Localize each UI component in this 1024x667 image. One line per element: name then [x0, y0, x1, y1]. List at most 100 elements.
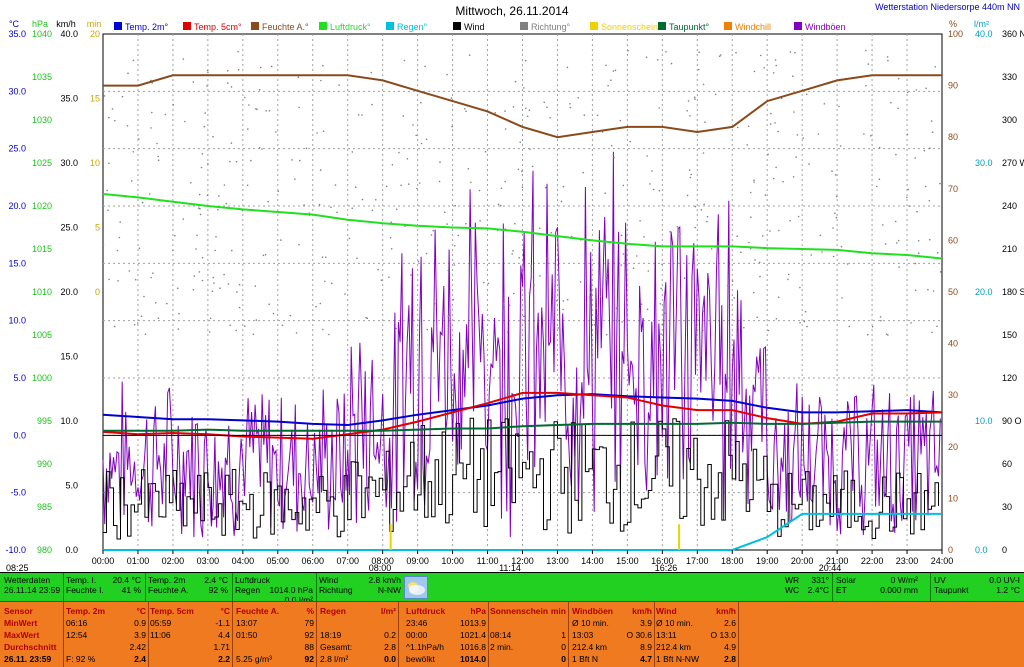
richtung-dot	[235, 329, 237, 332]
row-label-max: MaxWert	[4, 630, 40, 640]
richtung-dot	[928, 200, 931, 202]
richtung-dot	[134, 278, 137, 281]
richtung-dot	[694, 205, 697, 208]
richtung-dot	[212, 135, 214, 138]
richtung-dot	[128, 270, 131, 272]
richtung-dot	[569, 103, 571, 105]
richtung-dot	[792, 75, 794, 77]
kmh-tick: 15.0	[60, 352, 78, 362]
richtung-dot	[141, 201, 144, 204]
richtung-dot	[612, 70, 615, 72]
richtung-dot	[615, 319, 618, 322]
column-separator	[148, 602, 149, 667]
richtung-dot	[914, 262, 917, 265]
richtung-dot	[749, 191, 752, 194]
x-tick-label: 09:00	[406, 556, 429, 566]
richtung-dot	[863, 133, 865, 135]
stats-row: Ø 10 min. 2.6	[656, 617, 736, 629]
richtung-dot	[733, 297, 735, 299]
richtung-dot	[281, 324, 284, 327]
wind-line	[102, 417, 939, 540]
richtung-dot	[204, 112, 206, 114]
x-tick-label: 06:00	[301, 556, 324, 566]
stats-cell-label: 06:16	[66, 618, 88, 628]
deg-tick: 300	[1002, 115, 1017, 125]
richtung-dot	[298, 106, 300, 109]
richtung-dot	[918, 252, 920, 254]
richtung-dot	[775, 64, 777, 67]
feuchte-a-label: Feuchte A.	[148, 585, 189, 595]
richtung-dot	[446, 223, 448, 225]
richtung-dot	[663, 312, 666, 315]
richtung-dot	[770, 112, 772, 115]
sunrise-label: 08:25	[6, 563, 29, 572]
richtung-dot	[468, 54, 471, 56]
richtung-dot	[418, 182, 421, 184]
luftdruck-line	[102, 193, 943, 260]
richtung-dot	[255, 108, 257, 110]
marker-label: 11:14	[499, 563, 521, 572]
richtung-dot	[923, 149, 926, 152]
richtung-dot	[200, 166, 203, 169]
legend-swatch	[794, 22, 802, 30]
stats-cell-label: 18:19	[320, 630, 342, 640]
richtung-dot	[444, 211, 446, 214]
richtung-dot	[769, 123, 772, 125]
richtung-dot	[613, 156, 615, 159]
percent-tick: 20	[948, 442, 958, 452]
richtung-dot	[439, 161, 441, 163]
richtung-dot	[906, 91, 909, 94]
richtung-dot	[395, 327, 397, 330]
richtung-dot	[237, 68, 240, 71]
richtung-dot	[566, 66, 569, 69]
richtung-dot	[718, 55, 721, 57]
richtung-dot	[792, 176, 795, 178]
richtung-dot	[261, 148, 263, 150]
richtung-dot	[426, 328, 429, 331]
stats-cell-label: 13:03	[572, 630, 594, 640]
richtung-dot	[846, 263, 849, 265]
richtung-dot	[562, 308, 564, 311]
min-tick: 15	[90, 94, 100, 104]
richtung-dot	[884, 243, 887, 245]
hpa-tick: 990	[37, 459, 52, 469]
stats-row: 12:54 3.9	[66, 629, 146, 641]
kmh-tick: 0.0	[65, 545, 78, 555]
richtung-dot	[652, 188, 655, 191]
richtung-dot	[909, 205, 911, 207]
taupunkt-line	[103, 420, 942, 432]
feuchte-header-unit: %	[306, 606, 314, 616]
wc-label: WC	[785, 585, 800, 595]
percent-tick: 30	[948, 390, 958, 400]
richtung-dot	[193, 275, 196, 277]
richtung-dot	[272, 312, 275, 315]
richtung-dot	[385, 185, 388, 188]
richtung-dot	[714, 93, 717, 96]
chart-title: Mittwoch, 26.11.2014	[455, 4, 569, 18]
richtung-dot	[589, 291, 592, 294]
richtung-dot	[521, 186, 524, 189]
stats-row	[320, 617, 396, 629]
richtung-dot	[497, 203, 500, 206]
richtung-dot	[504, 128, 507, 130]
richtung-dot	[226, 70, 229, 72]
weather-chart: Mittwoch, 26.11.2014 Wetterstation Niede…	[5, 2, 1024, 572]
richtung-dot	[543, 101, 545, 104]
current-values-bar: Wetterdaten 26.11.14 23:59 Temp. I. 20.4 …	[0, 572, 1024, 605]
richtung-dot	[702, 83, 705, 86]
lm2-tick: 30.0	[975, 158, 993, 168]
richtung-dot	[533, 284, 535, 286]
x-tick-label: 04:00	[232, 556, 255, 566]
richtung-dot	[595, 307, 598, 309]
stats-row	[490, 617, 566, 629]
percent-tick: 60	[948, 235, 958, 245]
richtung-dot	[351, 207, 354, 209]
richtung-dot	[753, 179, 755, 181]
richtung-dot	[201, 279, 204, 282]
richtung-dot	[569, 106, 571, 109]
stats-row: 23:46 1013.9	[406, 617, 486, 629]
richtung-dot	[250, 159, 252, 162]
richtung-dot	[646, 155, 648, 157]
richtung-dot	[774, 122, 776, 124]
lm2-tick: 20.0	[975, 287, 993, 297]
